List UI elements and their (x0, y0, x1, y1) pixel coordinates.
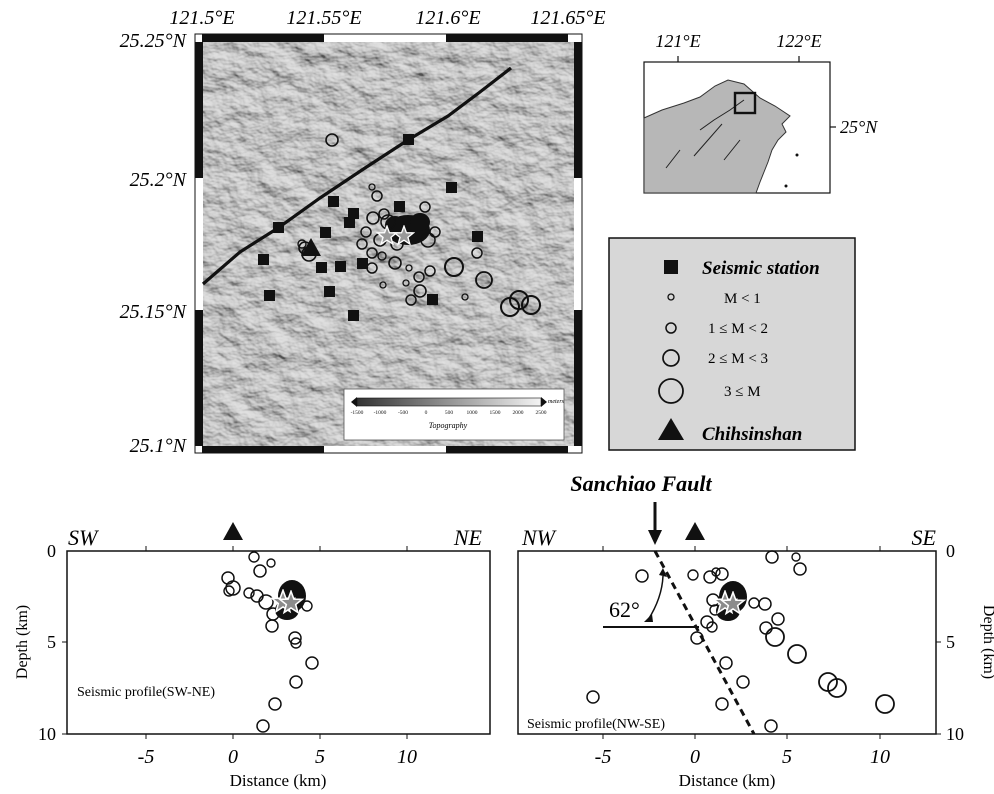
profile-frame-ticks (62, 546, 408, 739)
lon-label: 121.6°E (415, 7, 480, 29)
lon-label: 121.55°E (286, 7, 361, 29)
y-tick: 5 (946, 632, 955, 652)
profile-left-dir: NW (521, 525, 557, 550)
profile-events (586, 550, 895, 733)
y-tick: 0 (946, 541, 955, 561)
topo-tick: -500 (398, 410, 408, 416)
profile-events (221, 551, 319, 733)
topo-tick: 0 (425, 410, 428, 416)
y-axis-label: Depth (km) (980, 605, 994, 679)
chihsinshan-marker (685, 522, 705, 540)
y-axis-label: Depth (km) (14, 605, 31, 679)
topo-unit: meters (548, 399, 565, 405)
profile-sw-ne: SW NE 0 5 10 Depth (km) -5 0 5 10 Distan… (14, 522, 491, 790)
legend-volcano: Chihsinshan (702, 424, 802, 445)
profile-left-dir: SW (68, 525, 99, 550)
topo-tick: -1500 (351, 410, 364, 416)
x-ticks: -5 0 5 10 (595, 746, 890, 768)
fault-projection (653, 550, 756, 735)
m-ge-3-circle-icon (658, 378, 684, 404)
inset-lon-label: 121°E (655, 31, 700, 51)
inset-lat-label: 25°N (840, 117, 878, 137)
topo-tick: 2500 (536, 410, 547, 416)
seismic-stations (258, 134, 483, 321)
profile-frame (66, 550, 491, 735)
legend-m-lt-1: M < 1 (724, 291, 761, 307)
profile-caption: Seismic profile(NW-SE) (527, 717, 665, 732)
profile-frame-ticks (602, 546, 941, 739)
station-square-icon (664, 260, 678, 274)
fault-trace (201, 66, 512, 286)
profile-nw-se: NW SE 0 5 10 Depth (km) -5 0 5 10 Distan… (517, 522, 994, 790)
inset-map: 121°E 122°E 25°N (643, 31, 878, 194)
profile-caption: Seismic profile(SW-NE) (77, 685, 215, 700)
taiwan-landmass (643, 79, 791, 194)
y-ticks: 0 5 10 (38, 541, 56, 744)
m-1-2-circle-icon (665, 322, 677, 334)
y-tick: 5 (47, 632, 56, 652)
chihsinshan-marker (301, 238, 321, 256)
topo-tick: 500 (445, 410, 454, 416)
topo-tick: 1000 (467, 410, 478, 416)
legend-m-1-2: 1 ≤ M < 2 (708, 321, 768, 337)
y-tick: 10 (38, 724, 56, 744)
lat-label: 25.1°N (130, 435, 188, 457)
lat-label: 25.25°N (120, 30, 188, 52)
inset-lon-label: 122°E (776, 31, 821, 51)
x-tick: 10 (397, 746, 417, 768)
profile-right-dir: SE (912, 525, 937, 550)
legend-box (608, 237, 856, 451)
x-tick: -5 (138, 746, 155, 768)
volcano-triangle-icon (658, 418, 684, 440)
x-ticks: -5 0 5 10 (138, 746, 417, 768)
x-tick: 0 (690, 746, 700, 768)
profile-frame (517, 550, 937, 735)
x-axis-label: Distance (km) (230, 771, 327, 790)
lon-tick-labels: 121.5°E 121.55°E 121.6°E 121.65°E (169, 7, 605, 29)
profile-right-dir: NE (453, 525, 483, 550)
dip-angle: 62° (609, 597, 640, 622)
m-lt-1-circle-icon (667, 293, 675, 301)
legend-m-2-3: 2 ≤ M < 3 (708, 351, 768, 367)
topo-tick: 2000 (513, 410, 524, 416)
fault-arrow (648, 502, 662, 545)
legend-station: Seismic station (702, 258, 820, 279)
x-axis-label: Distance (km) (679, 771, 776, 790)
x-tick: -5 (595, 746, 612, 768)
x-tick: 10 (870, 746, 890, 768)
study-area-box (733, 91, 757, 115)
y-ticks: 0 5 10 (946, 541, 964, 744)
m-2-3-circle-icon (662, 349, 680, 367)
shaded-relief-texture (203, 42, 574, 446)
topo-tick: 1500 (490, 410, 501, 416)
lat-tick-labels: 25.25°N 25.2°N 25.15°N 25.1°N (120, 30, 188, 457)
x-tick: 5 (782, 746, 792, 768)
lon-label: 121.65°E (530, 7, 605, 29)
topo-tick: -1000 (374, 410, 387, 416)
y-tick: 0 (47, 541, 56, 561)
chihsinshan-marker (223, 522, 243, 540)
lat-label: 25.15°N (120, 301, 188, 323)
map-frame-ticks (195, 34, 582, 453)
legend-m-ge-3: 3 ≤ M (724, 384, 761, 400)
topo-ticks: -1500 -1000 -500 0 500 1000 1500 2000 25… (351, 410, 547, 416)
x-tick: 0 (228, 746, 238, 768)
main-map: 121.5°E 121.55°E 121.6°E 121.65°E 25.25°… (120, 7, 606, 457)
lat-label: 25.2°N (130, 169, 188, 191)
legend: Seismic station M < 1 1 ≤ M < 2 2 ≤ M < … (608, 237, 856, 451)
topo-title: Topography (429, 421, 468, 430)
topography-scale: meters -1500 -1000 -500 0 500 1000 1500 … (343, 388, 565, 441)
x-tick: 5 (315, 746, 325, 768)
y-tick: 10 (946, 724, 964, 744)
lon-label: 121.5°E (169, 7, 234, 29)
fault-label: Sanchiao Fault (570, 471, 712, 496)
